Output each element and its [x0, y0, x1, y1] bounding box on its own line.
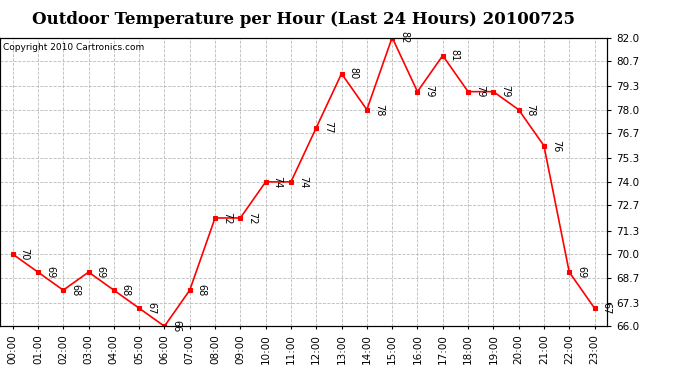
- Text: 69: 69: [576, 266, 586, 278]
- Text: 70: 70: [19, 248, 30, 260]
- Text: 74: 74: [273, 176, 283, 188]
- Text: 67: 67: [146, 302, 156, 314]
- Text: 72: 72: [222, 212, 232, 224]
- Text: 74: 74: [298, 176, 308, 188]
- Text: 68: 68: [121, 284, 131, 296]
- Text: 66: 66: [171, 320, 181, 332]
- Text: 82: 82: [399, 32, 409, 44]
- Text: 69: 69: [45, 266, 55, 278]
- Text: 77: 77: [323, 122, 333, 134]
- Text: 68: 68: [70, 284, 80, 296]
- Text: 79: 79: [500, 86, 511, 98]
- Text: 79: 79: [424, 86, 435, 98]
- Text: 79: 79: [475, 86, 485, 98]
- Text: Copyright 2010 Cartronics.com: Copyright 2010 Cartronics.com: [3, 43, 144, 52]
- Text: 76: 76: [551, 140, 561, 152]
- Text: 80: 80: [348, 68, 359, 80]
- Text: 68: 68: [197, 284, 207, 296]
- Text: 72: 72: [247, 212, 257, 224]
- Text: Outdoor Temperature per Hour (Last 24 Hours) 20100725: Outdoor Temperature per Hour (Last 24 Ho…: [32, 11, 575, 28]
- Text: 69: 69: [95, 266, 106, 278]
- Text: 78: 78: [526, 104, 535, 116]
- Text: 81: 81: [450, 50, 460, 62]
- Text: 78: 78: [374, 104, 384, 116]
- Text: 67: 67: [602, 302, 611, 314]
